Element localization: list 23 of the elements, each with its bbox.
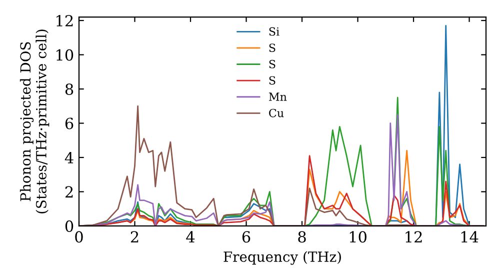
- y-tick-label: 2: [65, 186, 73, 198]
- y-tick-label: 4: [64, 152, 74, 164]
- legend-label: S: [269, 76, 276, 85]
- y-axis-title: Phonon projected DOS (States/THz·primitive cell): [20, 30, 50, 214]
- x-tick-label: 10: [350, 231, 366, 243]
- y-tick-label: 6: [65, 118, 74, 130]
- x-tick-label: 8: [298, 231, 306, 243]
- y-tick-label: 8: [65, 83, 74, 96]
- y-tick-label: 12: [56, 14, 73, 26]
- x-axis-title: Frequency (THz): [224, 251, 341, 265]
- legend-label: Si: [269, 27, 280, 36]
- x-tick-label: 4: [186, 231, 195, 242]
- legend-label: S: [269, 44, 276, 52]
- x-tick-label: 6: [242, 231, 250, 243]
- x-tick-label: 12: [406, 231, 422, 242]
- x-tick-label: 2: [130, 231, 138, 242]
- y-tick-label: 10: [56, 49, 74, 61]
- legend-label: Cu: [269, 108, 284, 118]
- x-tick-label: 0: [75, 231, 83, 243]
- x-tick-label: 14: [461, 231, 478, 242]
- y-tick-label: 0: [65, 220, 74, 232]
- legend-label: S: [269, 60, 276, 68]
- legend-label: Mn: [268, 92, 287, 101]
